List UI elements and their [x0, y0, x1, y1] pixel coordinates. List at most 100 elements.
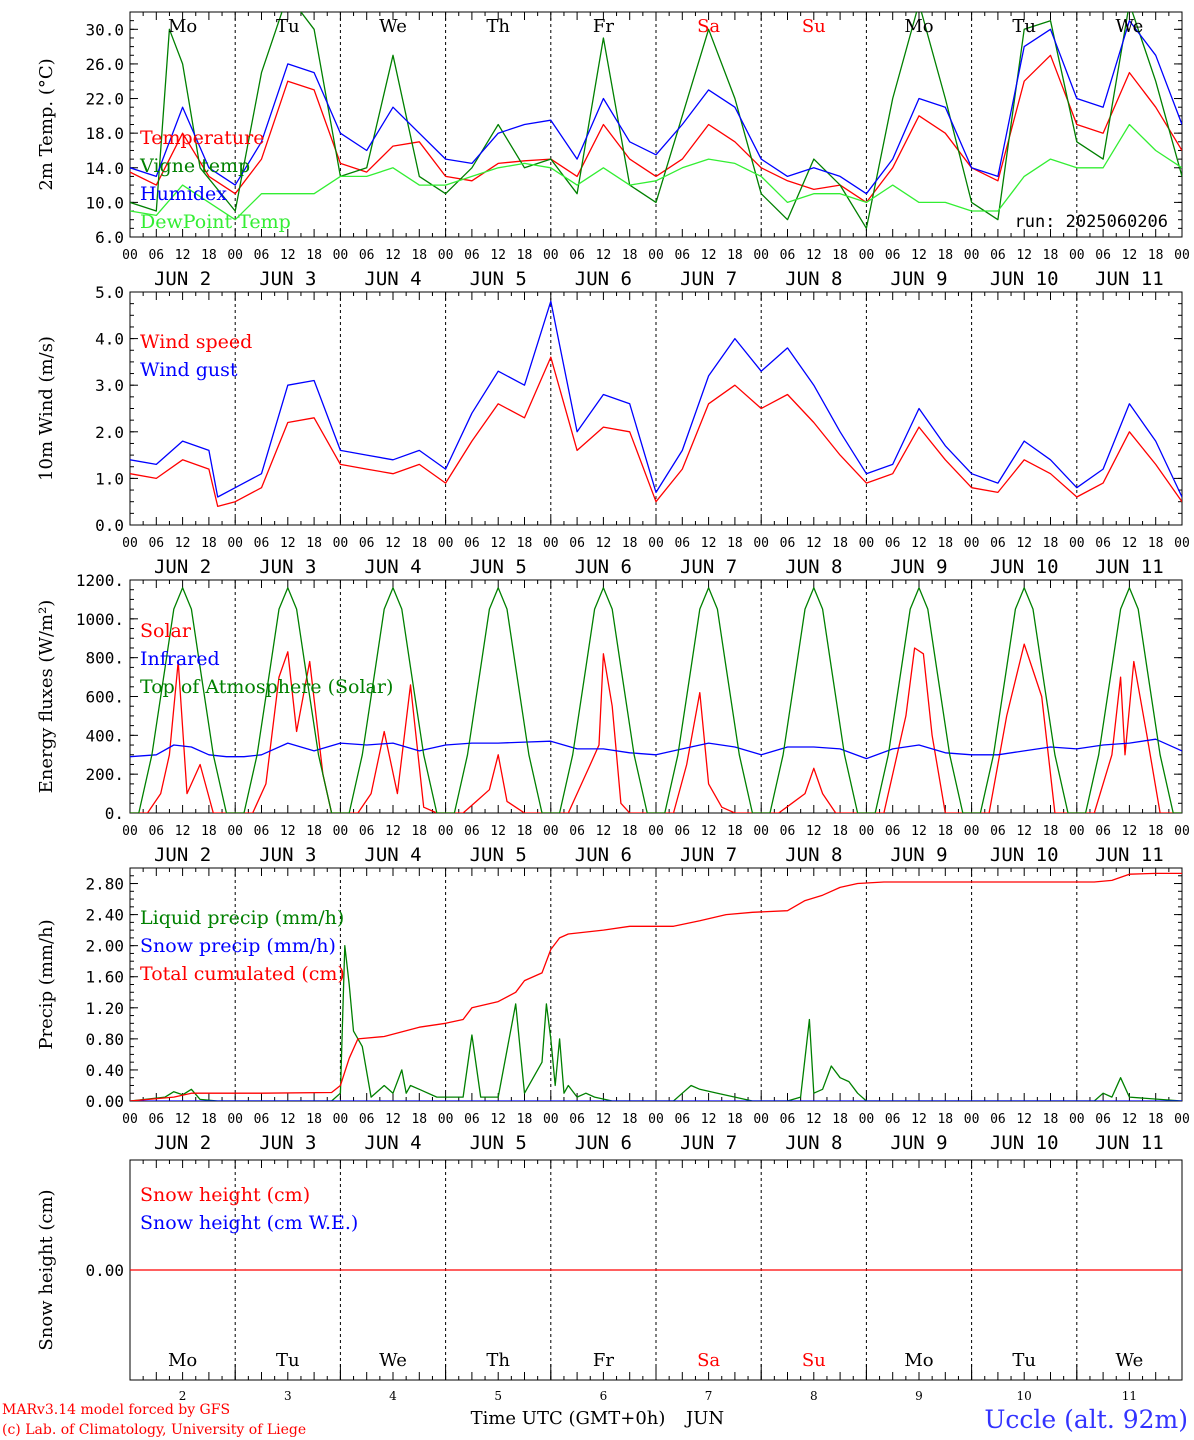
- hour-tick-label: 12: [175, 536, 191, 551]
- y-tick-label: 0.40: [85, 1061, 124, 1080]
- hour-tick-label: 06: [674, 536, 690, 551]
- date-label: JUN 10: [990, 556, 1059, 578]
- hour-tick-label: 06: [780, 536, 796, 551]
- hour-tick-label: 18: [937, 248, 953, 263]
- hour-tick-label: 12: [1016, 1112, 1032, 1127]
- y-axis-label: Precip (mm/h): [36, 919, 57, 1049]
- day-abbr-label: Tu: [1012, 16, 1036, 37]
- hour-tick-label: 18: [201, 536, 217, 551]
- hour-tick-label: 00: [648, 536, 664, 551]
- hour-tick-label: 00: [859, 536, 875, 551]
- hour-tick-label: 12: [175, 824, 191, 839]
- hour-tick-label: 12: [911, 248, 927, 263]
- hour-tick-label: 00: [1174, 536, 1190, 551]
- legend-entry: Vigne temp: [139, 155, 250, 177]
- y-tick-label: 26.0: [85, 55, 124, 74]
- hour-tick-label: 06: [254, 248, 270, 263]
- hour-tick-label: 00: [1069, 536, 1085, 551]
- day-abbr-label: We: [1116, 16, 1144, 37]
- hour-tick-label: 18: [411, 536, 427, 551]
- y-tick-label: 1.60: [85, 968, 124, 987]
- hour-tick-label: 12: [596, 1112, 612, 1127]
- series-group: [130, 12, 1182, 229]
- date-label: JUN 8: [785, 556, 842, 578]
- date-label: JUN 8: [785, 844, 842, 866]
- day-number-label: 8: [810, 1389, 818, 1403]
- hour-tick-label: 12: [806, 1112, 822, 1127]
- hour-tick-label: 06: [254, 824, 270, 839]
- date-label: JUN 3: [259, 268, 316, 290]
- date-label: JUN 10: [990, 268, 1059, 290]
- hour-tick-label: 18: [1043, 1112, 1059, 1127]
- date-label: JUN 4: [364, 268, 421, 290]
- hour-tick-label: 06: [569, 1112, 585, 1127]
- hour-tick-label: 00: [543, 1112, 559, 1127]
- y-tick-label: 2.80: [85, 875, 124, 894]
- hour-tick-label: 12: [596, 248, 612, 263]
- day-abbr-label: We: [1116, 1350, 1144, 1371]
- hour-tick-label: 00: [227, 824, 243, 839]
- hour-tick-label: 00: [543, 824, 559, 839]
- hour-tick-label: 06: [990, 248, 1006, 263]
- hour-tick-label: 12: [490, 536, 506, 551]
- day-number-label: 10: [1017, 1389, 1032, 1403]
- hour-tick-label: 18: [1148, 824, 1164, 839]
- hour-tick-label: 12: [911, 824, 927, 839]
- hour-tick-label: 12: [806, 824, 822, 839]
- series-group: [130, 587, 1182, 813]
- hour-tick-label: 12: [385, 824, 401, 839]
- y-tick-label: 600.: [85, 688, 124, 707]
- hour-tick-label: 06: [569, 536, 585, 551]
- run-label: run: 2025060206: [1014, 212, 1168, 232]
- series-line-top-of-atmosphere-solar-: [130, 587, 1182, 813]
- hour-tick-label: 18: [1148, 1112, 1164, 1127]
- hour-tick-label: 12: [280, 824, 296, 839]
- hour-tick-label: 18: [517, 536, 533, 551]
- y-axis-label: 2m Temp. (°C): [36, 58, 57, 190]
- y-tick-label: 0.00: [85, 1261, 124, 1280]
- hour-tick-label: 18: [622, 1112, 638, 1127]
- y-tick-label: 5.0: [95, 283, 124, 302]
- day-abbr-label: Mo: [904, 16, 933, 37]
- x-axis-month: JUN: [684, 1408, 724, 1429]
- hour-tick-label: 18: [517, 1112, 533, 1127]
- day-abbr-label: We: [379, 16, 407, 37]
- series-line-wind-gust: [130, 300, 1182, 498]
- hour-tick-label: 18: [306, 536, 322, 551]
- hour-tick-label: 18: [306, 1112, 322, 1127]
- hour-tick-label: 00: [1174, 1112, 1190, 1127]
- hour-tick-label: 12: [1016, 248, 1032, 263]
- hour-tick-label: 18: [727, 824, 743, 839]
- day-abbr-label: Mo: [168, 1350, 197, 1371]
- y-tick-label: 0.80: [85, 1030, 124, 1049]
- hour-tick-label: 00: [753, 248, 769, 263]
- y-tick-label: 22.0: [85, 90, 124, 109]
- day-abbr-label: Fr: [593, 1350, 614, 1371]
- hour-tick-label: 00: [122, 824, 138, 839]
- hour-tick-label: 18: [1043, 824, 1059, 839]
- hour-tick-label: 06: [569, 248, 585, 263]
- series-line-total-cumulated-cm-: [130, 872, 1182, 1101]
- series-line-liquid-precip-mm-h-: [130, 945, 1182, 1101]
- hour-tick-label: 00: [753, 1112, 769, 1127]
- date-label: JUN 4: [364, 1132, 421, 1154]
- date-label: JUN 8: [785, 268, 842, 290]
- hour-tick-label: 18: [517, 824, 533, 839]
- y-tick-label: 10.0: [85, 193, 124, 212]
- date-label: JUN 11: [1095, 1132, 1164, 1154]
- hour-tick-label: 00: [227, 248, 243, 263]
- x-axis-label: Time UTC (GMT+0h): [471, 1408, 666, 1429]
- hour-tick-label: 06: [464, 536, 480, 551]
- date-label: JUN 11: [1095, 268, 1164, 290]
- hour-tick-label: 12: [490, 824, 506, 839]
- day-abbr-label: Tu: [276, 16, 300, 37]
- hour-tick-label: 12: [175, 248, 191, 263]
- hour-tick-label: 06: [1095, 1112, 1111, 1127]
- hour-tick-label: 00: [1069, 248, 1085, 263]
- hour-tick-label: 06: [569, 824, 585, 839]
- hour-tick-label: 12: [280, 536, 296, 551]
- hour-tick-label: 18: [727, 536, 743, 551]
- hour-tick-label: 12: [1016, 824, 1032, 839]
- hour-tick-label: 18: [201, 248, 217, 263]
- hour-tick-label: 12: [280, 248, 296, 263]
